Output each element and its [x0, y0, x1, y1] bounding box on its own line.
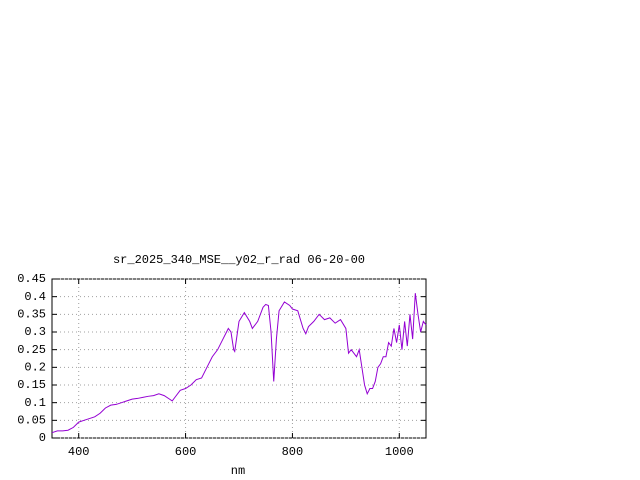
- chart-title: sr_2025_340_MSE__y02_r_rad 06-20-00: [113, 253, 365, 267]
- y-tick-label: 0.4: [24, 290, 46, 304]
- y-tick-label: 0.35: [17, 308, 46, 322]
- data-line: [51, 293, 427, 434]
- y-tick-label: 0.05: [17, 414, 46, 428]
- x-tick-label: 800: [282, 445, 304, 459]
- y-tick-label: 0.1: [24, 396, 46, 410]
- x-axis-label: nm: [231, 464, 245, 478]
- y-tick-label: 0: [39, 431, 46, 445]
- x-tick-label: 1000: [385, 445, 414, 459]
- y-tick-label: 0.2: [24, 361, 46, 375]
- y-tick-label: 0.25: [17, 343, 46, 357]
- x-tick-label: 400: [68, 445, 90, 459]
- x-tick-label: 600: [175, 445, 197, 459]
- y-tick-label: 0.15: [17, 378, 46, 392]
- y-tick-label: 0.3: [24, 325, 46, 339]
- plot-frame: [51, 278, 427, 439]
- y-tick-label: 0.45: [17, 272, 46, 286]
